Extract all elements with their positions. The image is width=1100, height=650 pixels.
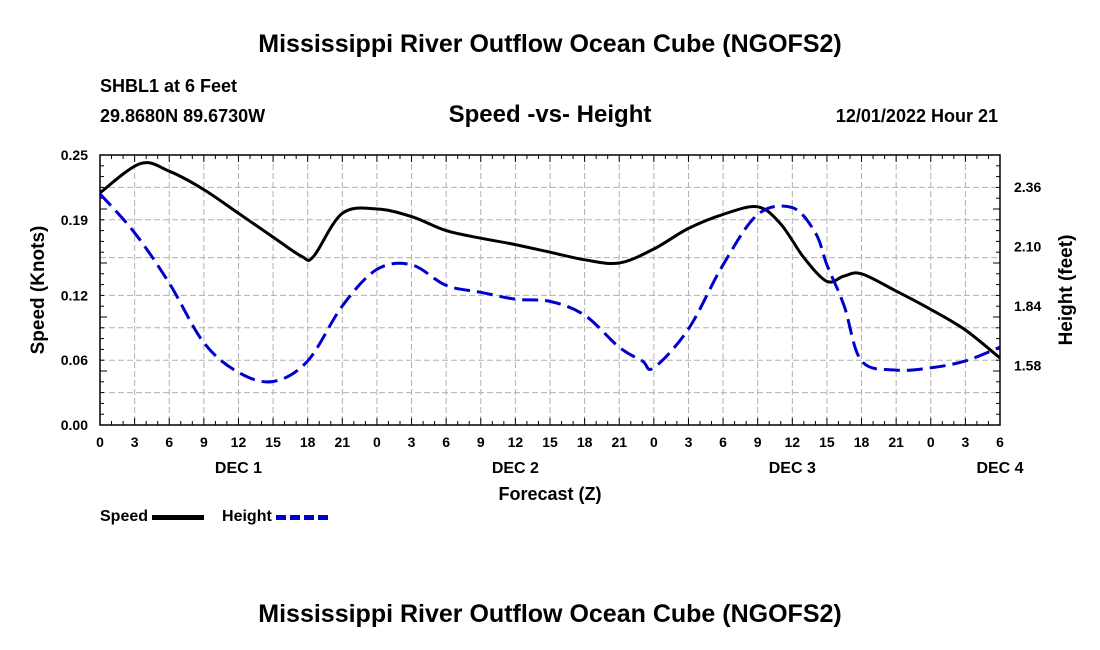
y2-axis-title: Height (feet) [1056,235,1077,346]
day-label: DEC 3 [769,460,816,477]
x-tick-label: 12 [231,434,247,450]
x-tick-label: 6 [165,434,173,450]
day-label: DEC 2 [492,460,539,477]
x-tick-label: 0 [927,434,935,450]
x-tick-label: 15 [542,434,558,450]
legend-speed-label: Speed [100,508,149,525]
chart-main-title: Mississippi River Outflow Ocean Cube (NG… [258,30,842,58]
x-tick-label: 21 [335,434,351,450]
x-tick-label: 0 [373,434,381,450]
x-tick-label: 6 [442,434,450,450]
x-tick-label: 0 [96,434,104,450]
station-coordinates: 29.8680N 89.6730W [100,106,266,126]
x-tick-label: 6 [719,434,727,450]
x-tick-label: 6 [996,434,1004,450]
y2-tick-label: 1.84 [1014,298,1041,314]
y-axis-title: Speed (Knots) [28,226,49,355]
x-tick-label: 9 [754,434,762,450]
day-label: DEC 4 [976,460,1023,477]
x-tick-label: 15 [265,434,281,450]
x-tick-label: 18 [577,434,593,450]
x-tick-label: 9 [477,434,485,450]
x-tick-label: 3 [408,434,416,450]
y-tick-label: 0.19 [61,212,88,228]
x-axis-title: Forecast (Z) [498,484,601,504]
legend-height-swatch [275,514,328,520]
x-tick-label: 21 [888,434,904,450]
x-tick-label: 3 [961,434,969,450]
day-label: DEC 1 [215,460,262,477]
series-line-speed [99,161,1001,360]
x-tick-label: 18 [300,434,316,450]
legend-speed-swatch [152,514,205,520]
y2-tick-label: 2.36 [1014,179,1041,195]
series-line-height [98,192,1001,384]
x-tick-label: 0 [650,434,658,450]
y-tick-label: 0.12 [61,287,88,303]
x-tick-label: 9 [200,434,208,450]
footer-title: Mississippi River Outflow Ocean Cube (NG… [258,600,842,628]
x-tick-label: 18 [854,434,870,450]
legend-height-label: Height [222,508,272,525]
x-tick-label: 15 [819,434,835,450]
chart-subtitle: Speed -vs- Height [448,101,652,128]
y-tick-label: 0.25 [61,147,88,163]
y2-tick-label: 1.58 [1014,358,1041,374]
chart-legend: Speed Height [100,508,328,526]
y-tick-label: 0.00 [61,417,88,433]
forecast-datetime: 12/01/2022 Hour 21 [835,106,998,126]
x-tick-label: 12 [508,434,524,450]
x-tick-label: 21 [611,434,627,450]
y-tick-label: 0.06 [61,352,88,368]
x-tick-label: 3 [131,434,139,450]
y2-tick-label: 2.10 [1014,239,1041,255]
x-tick-label: 12 [785,434,801,450]
station-label: SHBL1 at 6 Feet [100,76,238,96]
x-tick-label: 3 [685,434,693,450]
